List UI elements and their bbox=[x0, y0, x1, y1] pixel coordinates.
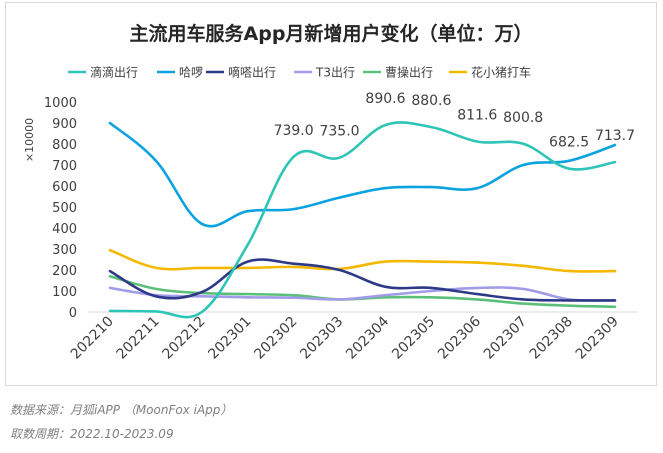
y-tick-label: 300 bbox=[52, 243, 77, 258]
legend-label: 滴滴出行 bbox=[90, 65, 138, 80]
x-tick-label: 202304 bbox=[343, 313, 392, 362]
x-tick-label: 202305 bbox=[389, 314, 438, 363]
x-tick-label: 202211 bbox=[114, 314, 163, 363]
data-label: 739.0 bbox=[274, 123, 314, 139]
data-label: 735.0 bbox=[319, 124, 359, 140]
x-tick-label: 202308 bbox=[527, 314, 576, 363]
series-line bbox=[108, 121, 617, 228]
y-tick-label: 0 bbox=[69, 306, 77, 321]
y-tick-label: 1000 bbox=[44, 96, 77, 111]
y-tick-label: 500 bbox=[52, 201, 77, 216]
y-tick-label: 900 bbox=[52, 117, 77, 132]
source-note: 数据来源：月狐iAPP （MoonFox iApp） bbox=[10, 403, 233, 417]
x-tick-label: 202309 bbox=[573, 314, 622, 363]
series-line bbox=[108, 258, 617, 302]
x-tick-label: 202301 bbox=[205, 314, 254, 363]
legend-label: 花小猪打车 bbox=[471, 65, 531, 80]
legend-label: 嘀嗒出行 bbox=[228, 66, 276, 80]
legend-item: 嘀嗒出行 bbox=[206, 66, 276, 80]
data-label: 880.6 bbox=[411, 93, 451, 109]
y-tick-label: 600 bbox=[52, 180, 77, 195]
legend-label: 哈啰 bbox=[179, 66, 203, 80]
x-tick-label: 202306 bbox=[435, 313, 484, 362]
legend-label: 曹操出行 bbox=[385, 65, 433, 80]
data-label: 800.8 bbox=[503, 110, 543, 126]
legend-item: 滴滴出行 bbox=[68, 65, 138, 80]
x-tick-label: 202212 bbox=[160, 314, 209, 363]
x-tick-label: 202303 bbox=[297, 314, 346, 363]
x-tick-label: 202302 bbox=[251, 314, 300, 363]
series-line bbox=[108, 248, 617, 273]
series-line bbox=[108, 286, 617, 302]
y-axis-label: ×10000 bbox=[23, 118, 36, 162]
x-tick-label: 202307 bbox=[481, 314, 530, 363]
data-label: 682.5 bbox=[549, 135, 589, 151]
data-labels: 739.0 735.0 890.6 880.6 811.6 800.8 682.5 713.7 bbox=[274, 91, 635, 151]
legend-item: 曹操出行 bbox=[363, 65, 433, 80]
chart-card bbox=[5, 2, 657, 386]
period-note: 取数周期：2022.10-2023.09 bbox=[10, 427, 174, 441]
data-label: 890.6 bbox=[365, 91, 405, 107]
legend: 滴滴出行 哈啰 嘀嗒出行 T3出行 曹操出行 花小猪打车 bbox=[68, 65, 531, 80]
y-tick-label: 400 bbox=[52, 222, 77, 237]
y-tick-label: 100 bbox=[52, 285, 77, 300]
series-lines bbox=[108, 121, 617, 319]
series-line bbox=[108, 121, 617, 319]
legend-item: 花小猪打车 bbox=[449, 65, 531, 80]
chart-title: 主流用车服务App月新增用户变化（单位：万） bbox=[130, 22, 533, 45]
legend-label: T3出行 bbox=[315, 66, 355, 80]
y-axis-ticks: 0 100 200 300 400 500 600 700 800 900 1000 bbox=[44, 96, 77, 321]
y-tick-label: 200 bbox=[52, 264, 77, 279]
y-tick-label: 800 bbox=[52, 138, 77, 153]
data-label: 713.7 bbox=[595, 128, 635, 144]
y-tick-label: 700 bbox=[52, 159, 77, 174]
legend-item: T3出行 bbox=[294, 66, 355, 80]
legend-item: 哈啰 bbox=[157, 66, 203, 80]
x-axis: 2022102022112022122023012023022023032023… bbox=[68, 311, 637, 363]
data-label: 811.6 bbox=[457, 108, 497, 124]
